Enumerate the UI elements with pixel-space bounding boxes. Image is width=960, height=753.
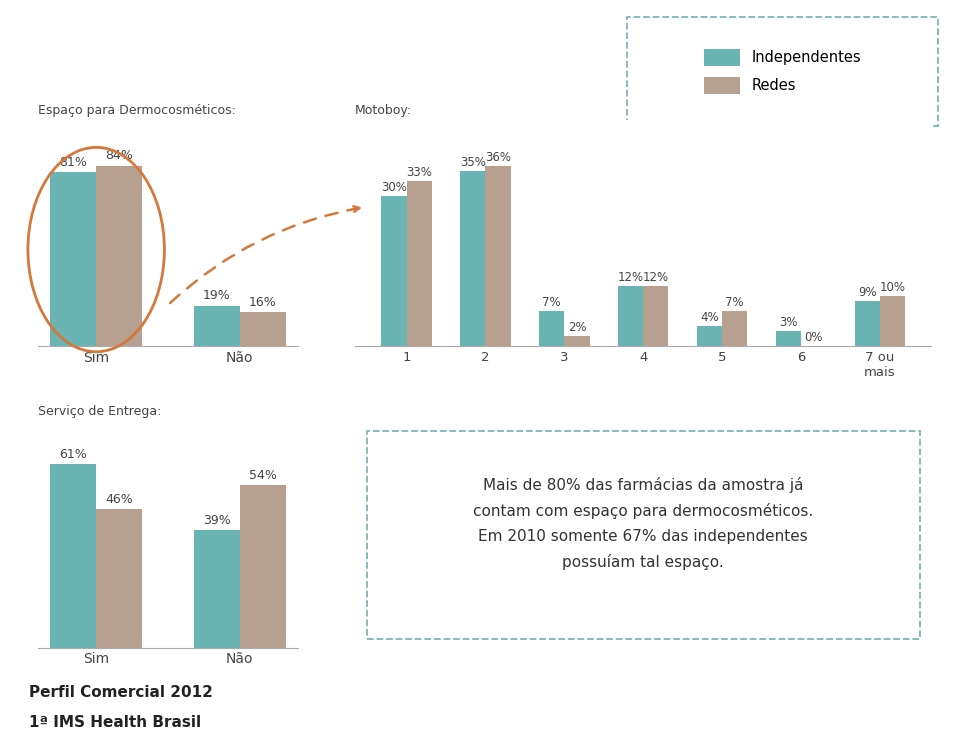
Bar <box>194 306 240 346</box>
Bar <box>194 530 240 648</box>
Text: 12%: 12% <box>643 271 669 284</box>
Text: 36%: 36% <box>485 151 511 163</box>
Legend: Independentes, Redes: Independentes, Redes <box>699 44 866 99</box>
Bar <box>407 181 432 346</box>
Bar <box>240 485 286 648</box>
Text: 12%: 12% <box>617 271 643 284</box>
Bar <box>564 337 589 346</box>
Text: 3%: 3% <box>780 316 798 329</box>
Bar <box>460 171 486 346</box>
Text: Perfil Comercial 2012: Perfil Comercial 2012 <box>29 684 213 700</box>
Text: 30%: 30% <box>381 181 407 194</box>
Text: 81%: 81% <box>60 156 87 169</box>
Text: 61%: 61% <box>60 448 87 461</box>
Bar <box>776 331 801 346</box>
Bar <box>96 509 142 648</box>
Text: 1ª IMS Health Brasil: 1ª IMS Health Brasil <box>29 715 201 730</box>
Bar <box>50 464 96 648</box>
Bar <box>486 166 511 346</box>
Text: 35%: 35% <box>460 156 486 169</box>
Text: 0%: 0% <box>804 331 823 344</box>
Text: 4%: 4% <box>700 311 719 325</box>
Text: 84%: 84% <box>106 149 133 163</box>
Bar <box>643 286 668 346</box>
Text: 46%: 46% <box>106 493 133 506</box>
Text: ... o Perfil das Farmácias no Brasil: ... o Perfil das Farmácias no Brasil <box>24 37 425 57</box>
Text: Espaço para Dermocosméticos:: Espaço para Dermocosméticos: <box>38 103 236 117</box>
Bar <box>50 172 96 346</box>
Text: 54%: 54% <box>249 469 276 482</box>
Bar <box>96 166 142 346</box>
Text: Motoboy:: Motoboy: <box>355 103 413 117</box>
Text: 16%: 16% <box>249 296 276 309</box>
Bar <box>879 296 905 346</box>
Text: 9%: 9% <box>858 286 876 299</box>
Bar <box>540 311 564 346</box>
Bar <box>381 196 407 346</box>
Text: 7%: 7% <box>726 296 744 309</box>
Text: 7%: 7% <box>542 296 561 309</box>
Bar <box>854 301 879 346</box>
Text: 10%: 10% <box>879 281 905 294</box>
Text: 33%: 33% <box>406 166 432 178</box>
Bar <box>722 311 747 346</box>
Bar <box>240 312 286 346</box>
Text: Serviço de Entrega:: Serviço de Entrega: <box>38 404 162 418</box>
Text: 19%: 19% <box>203 289 230 302</box>
Bar <box>697 326 722 346</box>
Text: 39%: 39% <box>203 514 230 527</box>
Text: 2%: 2% <box>567 322 587 334</box>
Text: Mais de 80% das farmácias da amostra já
contam com espaço para dermocosméticos.
: Mais de 80% das farmácias da amostra já … <box>473 477 813 570</box>
Bar <box>618 286 643 346</box>
